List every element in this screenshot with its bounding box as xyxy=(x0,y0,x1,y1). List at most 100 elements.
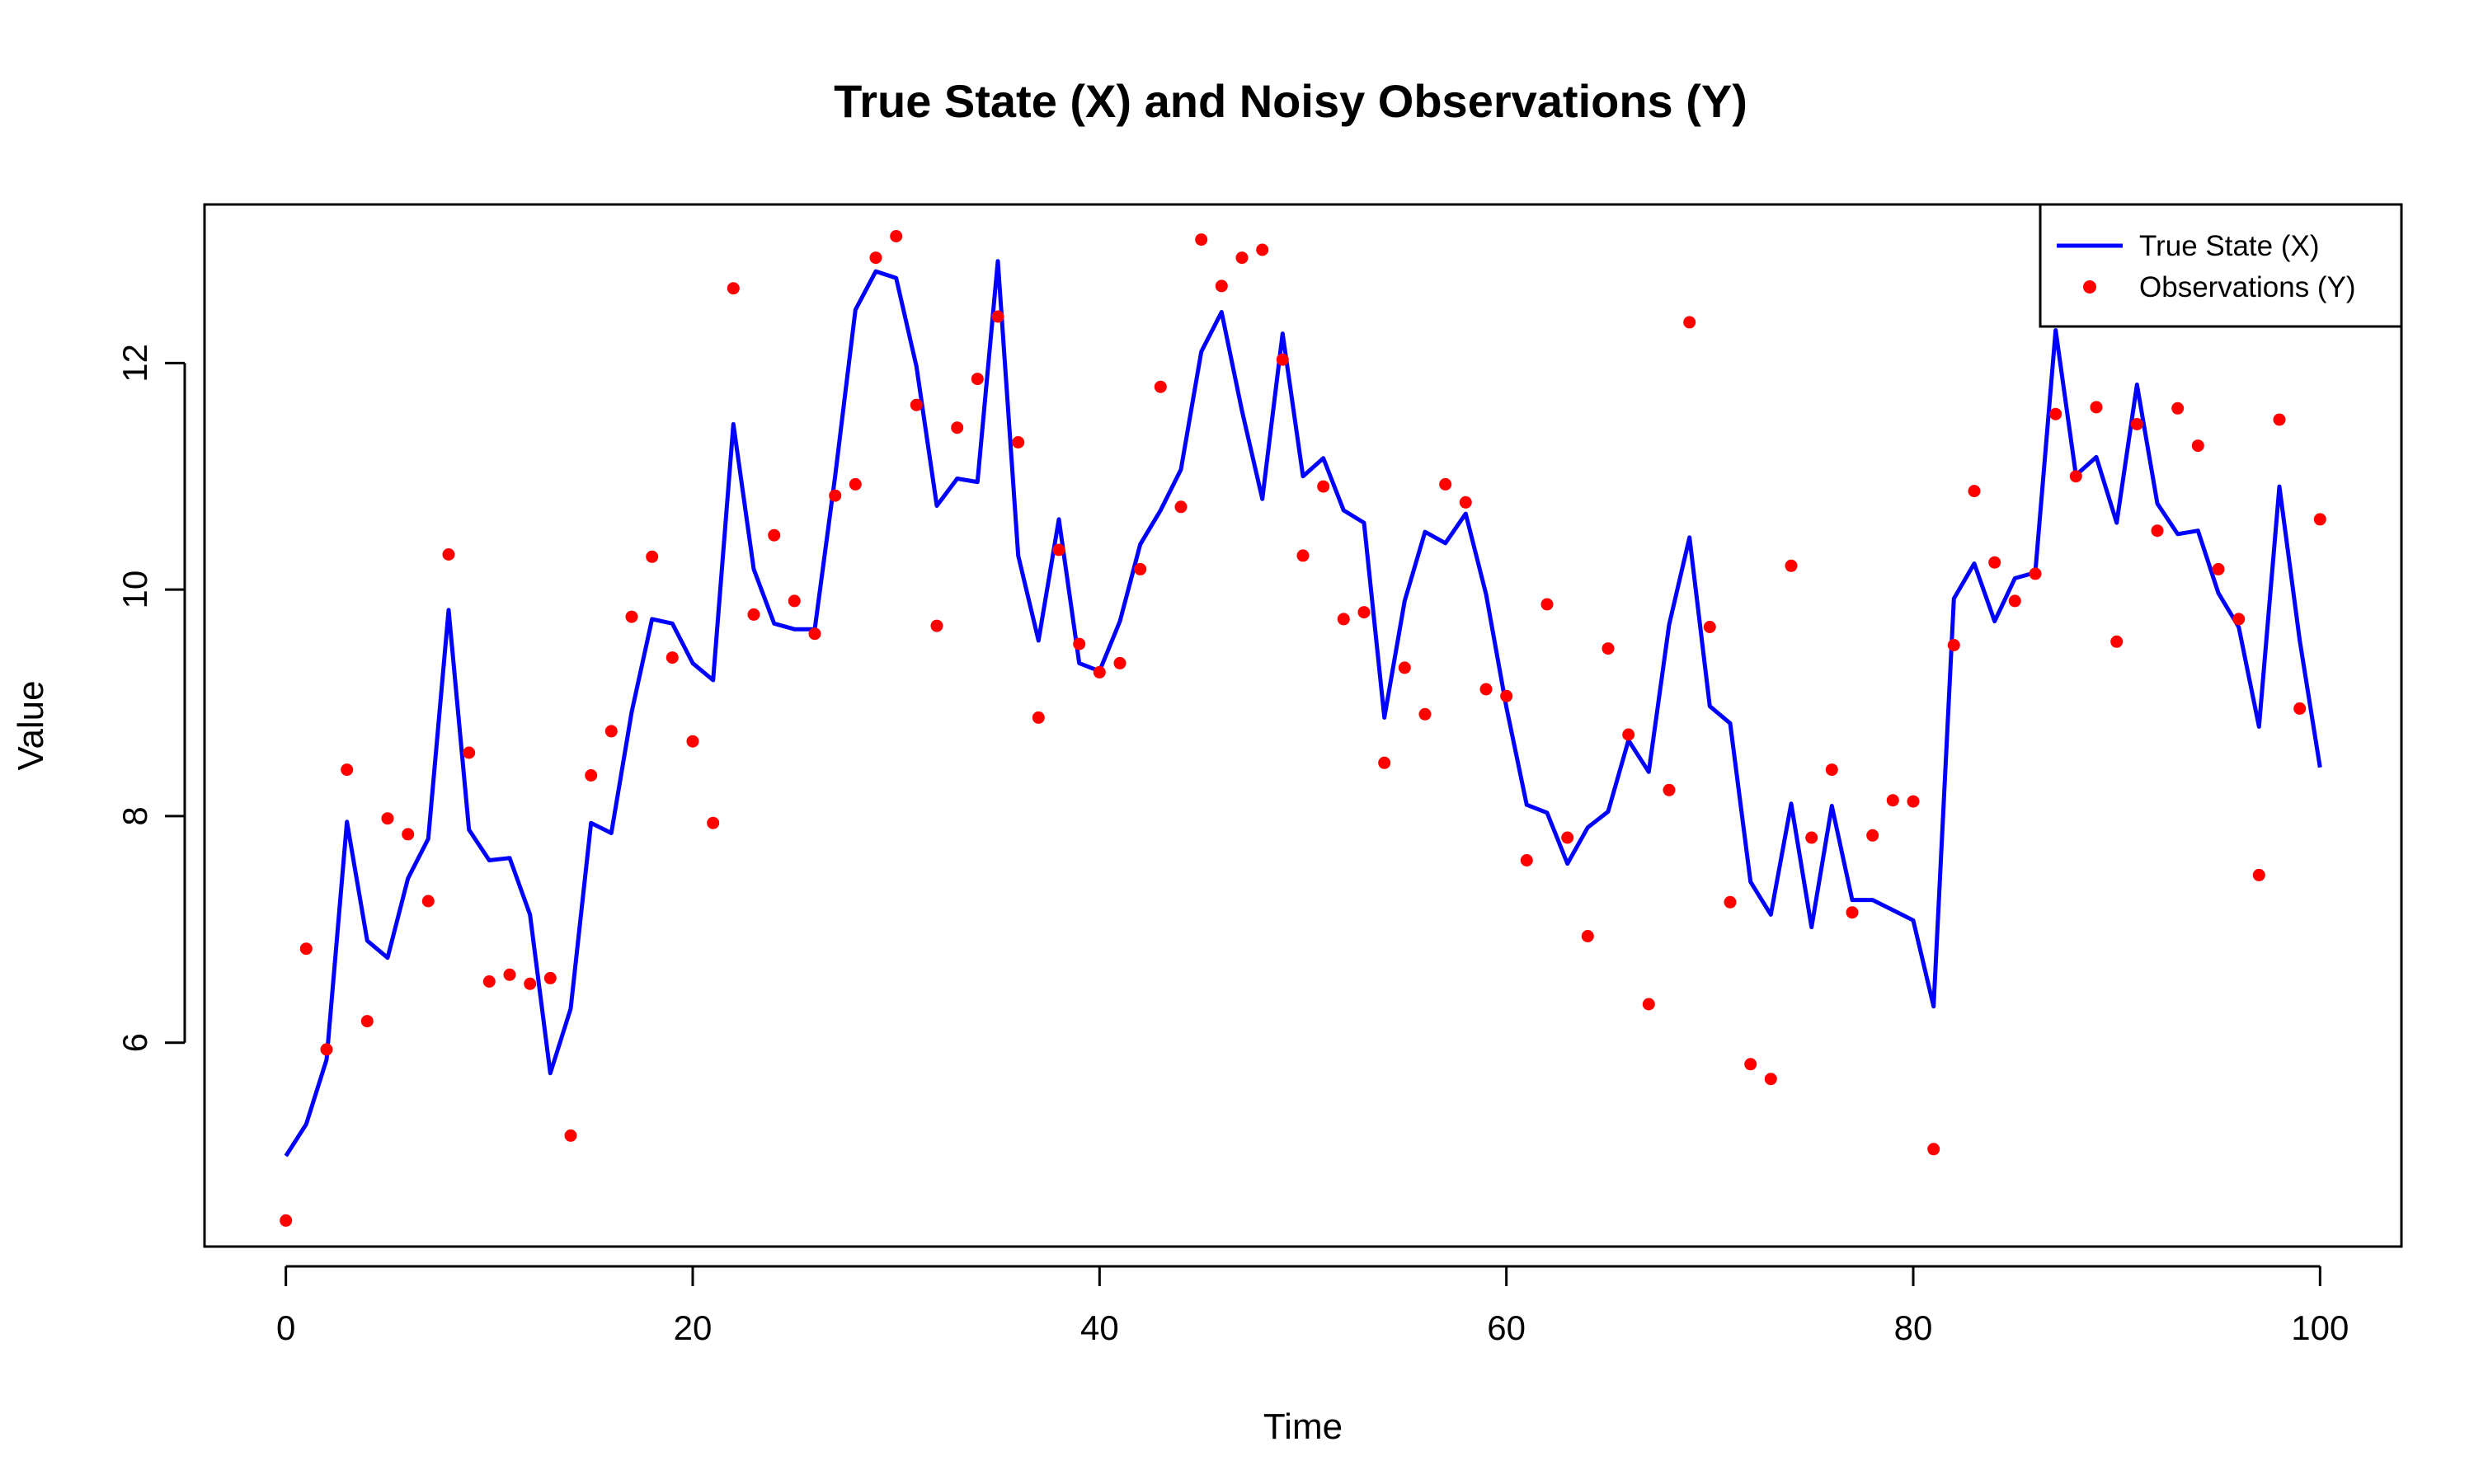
observation-point xyxy=(1073,637,1086,650)
observation-point xyxy=(2090,401,2103,414)
observation-point xyxy=(1540,598,1554,611)
observation-point xyxy=(1337,613,1350,626)
y-tick-label: 8 xyxy=(115,806,154,825)
observation-point xyxy=(951,421,964,434)
legend-box xyxy=(2039,203,2403,328)
chart-title: True State (X) and Noisy Observations (Y… xyxy=(834,75,1747,127)
observation-point xyxy=(2293,702,2307,715)
observation-point xyxy=(1439,477,1452,491)
observation-point xyxy=(910,398,923,411)
observation-point xyxy=(930,619,943,632)
observation-point xyxy=(1093,665,1106,679)
observation-point xyxy=(1479,683,1493,696)
observation-point xyxy=(585,769,598,782)
observation-point xyxy=(503,968,516,981)
observation-point xyxy=(1418,707,1432,721)
observation-point xyxy=(1012,436,1025,448)
observation-point xyxy=(1886,794,1899,807)
observation-point xyxy=(1317,480,1330,493)
y-axis: 6 8 10 12 xyxy=(115,344,186,1052)
observation-point xyxy=(2273,413,2286,426)
observation-point xyxy=(1256,243,1269,256)
y-tick-label: 6 xyxy=(115,1033,154,1052)
observation-point xyxy=(2232,613,2246,626)
observation-point xyxy=(1296,549,1310,562)
observation-point xyxy=(2130,418,2143,430)
x-tick-label: 40 xyxy=(1080,1308,1119,1347)
observation-point xyxy=(564,1129,577,1142)
observation-point xyxy=(2008,594,2021,608)
observation-point xyxy=(1683,316,1696,329)
x-tick-label: 0 xyxy=(276,1308,295,1347)
legend-label: Observations (Y) xyxy=(2139,271,2356,303)
observation-point xyxy=(707,816,720,829)
observation-point xyxy=(1520,854,1533,866)
observation-point xyxy=(1032,711,1045,724)
observation-point xyxy=(1825,763,1838,777)
observation-point xyxy=(2069,470,2082,483)
observation-point xyxy=(299,942,313,956)
observation-point xyxy=(1235,251,1249,265)
observation-point xyxy=(2191,439,2204,453)
plot-frame xyxy=(203,203,2403,1248)
y-tick-label: 10 xyxy=(115,571,154,609)
x-tick-label: 20 xyxy=(674,1308,713,1347)
observation-point xyxy=(788,594,801,608)
observation-point xyxy=(1805,831,1818,844)
observation-point xyxy=(421,895,435,908)
series-layer xyxy=(280,230,2326,1227)
observation-point xyxy=(1357,606,1371,619)
observation-point xyxy=(829,489,842,502)
observation-point xyxy=(280,1214,293,1227)
observation-point xyxy=(1113,656,1126,669)
observation-point xyxy=(1846,906,1859,919)
observation-point xyxy=(1622,728,1635,741)
observation-point xyxy=(1052,543,1065,556)
observation-point xyxy=(2049,407,2062,420)
x-tick-label: 60 xyxy=(1487,1308,1526,1347)
observation-point xyxy=(320,1043,333,1056)
observation-point xyxy=(381,812,394,825)
observation-point xyxy=(1866,829,1879,842)
observation-point xyxy=(890,230,903,242)
observation-point xyxy=(341,763,354,777)
observation-point xyxy=(849,477,862,491)
observation-point xyxy=(1907,795,1920,808)
legend-label: True State (X) xyxy=(2139,230,2320,262)
observation-point xyxy=(2252,868,2265,881)
observation-point xyxy=(2110,635,2124,648)
observation-point xyxy=(1398,661,1411,674)
observation-point xyxy=(869,251,882,265)
x-tick-label: 100 xyxy=(2291,1308,2349,1347)
observation-point xyxy=(1459,495,1472,509)
legend: True State (X) Observations (Y) xyxy=(2039,203,2403,328)
observation-point xyxy=(808,627,821,641)
observation-point xyxy=(2029,567,2042,580)
observation-point xyxy=(768,528,781,542)
observation-point xyxy=(524,977,537,990)
observation-point xyxy=(1602,642,1615,655)
observation-point xyxy=(1134,562,1147,575)
observation-point xyxy=(1663,783,1676,796)
observation-point xyxy=(482,975,496,988)
legend-point-swatch xyxy=(2083,280,2096,294)
y-axis-label: Value xyxy=(11,680,51,770)
observation-point xyxy=(727,282,740,295)
observation-point xyxy=(1724,895,1737,909)
observation-point xyxy=(1785,559,1798,572)
observation-point xyxy=(604,725,618,738)
observation-point xyxy=(666,651,679,665)
observation-point xyxy=(1988,556,2001,569)
observation-point xyxy=(1642,998,1655,1011)
x-tick-label: 80 xyxy=(1894,1308,1933,1347)
x-axis-label: Time xyxy=(1263,1407,1343,1447)
observation-point xyxy=(1276,353,1289,366)
observation-point xyxy=(1215,279,1228,293)
observation-point xyxy=(971,373,984,386)
observation-point xyxy=(1947,639,1960,651)
observation-point xyxy=(463,746,476,759)
x-axis: 0 20 40 60 80 100 xyxy=(276,1265,2349,1347)
observation-point xyxy=(1500,689,1513,702)
observation-point xyxy=(2313,513,2326,526)
